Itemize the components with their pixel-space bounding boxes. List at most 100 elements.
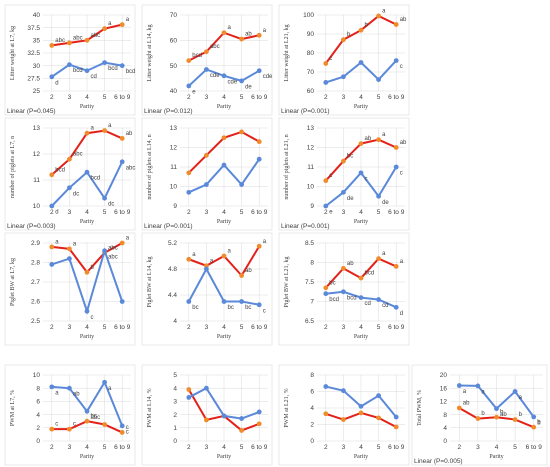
x-tick-label: 5 <box>513 444 517 451</box>
y-axis-title: Litter weight at L14, kg <box>147 24 153 81</box>
y-tick-label: 0 <box>310 438 314 445</box>
significance-label: ab <box>245 32 252 38</box>
x-axis-title: Parity <box>354 219 368 225</box>
data-point <box>186 58 192 63</box>
data-point <box>67 62 72 68</box>
x-tick-label: 3 <box>342 209 346 216</box>
data-point <box>393 22 399 27</box>
significance-label: c <box>365 176 368 182</box>
significance-label: a <box>228 25 232 31</box>
y-tick-label: 80 <box>307 50 315 57</box>
y-axis-title: number of piglets at L21, n <box>283 134 290 199</box>
data-point <box>393 304 399 310</box>
significance-label: a <box>55 239 59 245</box>
significance-label: a <box>463 389 467 395</box>
x-axis-title: Parity <box>354 104 368 110</box>
data-point <box>358 403 364 409</box>
significance-label: e <box>329 210 333 216</box>
y-tick-label: 10 <box>307 184 315 191</box>
data-point <box>393 264 399 269</box>
data-point <box>204 182 209 187</box>
x-tick-label: 5 <box>377 444 381 451</box>
significance-label: b <box>500 410 504 416</box>
data-point <box>186 83 192 89</box>
y-tick-label: 100 <box>303 12 314 19</box>
significance-label: bcd <box>91 176 101 182</box>
data-point <box>49 203 55 209</box>
data-point <box>376 13 381 19</box>
data-point <box>49 262 55 267</box>
data-point <box>84 169 90 175</box>
data-point <box>239 299 245 304</box>
data-point <box>84 408 90 414</box>
y-tick-label: 10 <box>33 372 41 379</box>
significance-label: ab <box>347 261 354 267</box>
significance-label: ab <box>126 131 133 137</box>
y-tick-label: 2.8 <box>31 260 40 267</box>
data-point <box>239 416 245 421</box>
y-tick-label: 3 <box>173 399 177 406</box>
y-tick-label: 9 <box>173 203 177 210</box>
y-tick-label: 10 <box>33 203 41 210</box>
chart-panel: 0 1 2 3 4 5 2 3 4 5 6 to 9 Parity PWM at L14, % <box>141 364 273 466</box>
y-tick-label: 4.8 <box>168 266 177 273</box>
y-tick-label: 50 <box>170 63 178 70</box>
x-tick-label: 5 <box>103 94 107 101</box>
y-tick-label: 6 <box>310 389 314 396</box>
y-tick-label: 12 <box>440 399 448 406</box>
x-tick-label: 4 <box>359 209 363 216</box>
data-point <box>456 383 462 388</box>
data-point <box>531 424 537 430</box>
trend-text: Linear (P=0.003) <box>7 223 56 230</box>
significance-label: bcd <box>365 271 375 277</box>
data-point <box>341 74 346 80</box>
chart-panel: 60 70 80 90 100 2 3 4 5 6 to 9 Parity Litter weight… <box>278 4 410 116</box>
x-tick-label: 2 <box>50 209 54 216</box>
x-tick-label: 3 <box>68 324 72 331</box>
significance-label: c <box>73 422 76 428</box>
x-tick-label: 3 <box>342 94 346 101</box>
x-tick-label: 4 <box>85 94 89 101</box>
significance-label: abc <box>108 254 118 260</box>
y-tick-label: 5.2 <box>168 240 177 247</box>
data-point <box>341 265 346 271</box>
y-tick-label: 2.5 <box>31 318 40 325</box>
y-axis-title: Piglet BW at L14, kg <box>147 256 153 307</box>
significance-label: bc <box>228 305 234 311</box>
significance-label: ab <box>400 140 407 146</box>
x-tick-label: 4 <box>222 324 226 331</box>
y-axis-title: Litter weight at L21, kg <box>284 24 290 81</box>
x-tick-label: 3 <box>342 444 346 451</box>
data-point <box>341 189 346 195</box>
trend-text: Linear (P=0.001) <box>281 223 330 230</box>
data-point <box>456 405 462 411</box>
data-point <box>204 152 209 158</box>
y-tick-label: 0 <box>443 438 447 445</box>
x-tick-label: 6 to 9 <box>251 209 268 216</box>
data-point <box>256 243 262 249</box>
data-point <box>67 426 72 432</box>
data-point <box>256 302 262 308</box>
y-tick-label: 8 <box>310 260 314 267</box>
y-tick-label: 2.7 <box>31 279 40 286</box>
y-tick-label: 2.6 <box>31 299 40 306</box>
x-tick-label: 2 <box>50 94 54 101</box>
significance-label: b <box>519 412 523 418</box>
significance-label: a <box>263 28 267 34</box>
data-point <box>49 426 55 432</box>
panel-frame <box>4 4 136 116</box>
x-tick-label: 3 <box>342 324 346 331</box>
data-point <box>204 67 209 72</box>
data-point <box>221 253 227 259</box>
significance-label: ab <box>400 17 407 23</box>
data-point <box>376 256 381 261</box>
y-tick-label: 8.5 <box>305 240 314 247</box>
significance-label: c <box>126 429 129 435</box>
data-point <box>393 424 399 430</box>
data-point <box>186 170 192 176</box>
chart-panel: 6.5 7 7.5 8 8.5 2 3 4 5 6 to 9 Parity Piglet BW at … <box>278 232 410 346</box>
panel-frame <box>278 117 410 231</box>
significance-label: b <box>347 32 351 38</box>
significance-label: a <box>192 252 196 258</box>
significance-label: de <box>245 84 252 90</box>
